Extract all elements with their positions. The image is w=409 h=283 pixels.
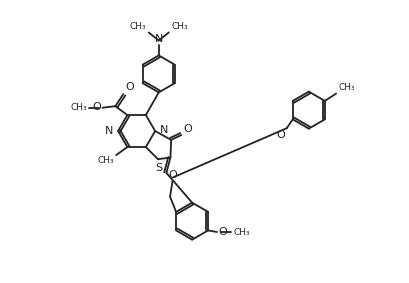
Text: O: O bbox=[92, 102, 101, 112]
Text: O: O bbox=[218, 227, 227, 237]
Text: O: O bbox=[276, 130, 284, 140]
Text: CH₃: CH₃ bbox=[129, 22, 146, 31]
Text: CH₃: CH₃ bbox=[233, 228, 249, 237]
Text: S: S bbox=[155, 163, 162, 173]
Text: N: N bbox=[159, 125, 168, 135]
Text: O: O bbox=[168, 170, 177, 180]
Text: CH₃: CH₃ bbox=[171, 22, 188, 31]
Text: CH₃: CH₃ bbox=[97, 156, 114, 165]
Text: N: N bbox=[104, 126, 112, 136]
Text: CH₃: CH₃ bbox=[70, 103, 87, 112]
Text: CH₃: CH₃ bbox=[337, 83, 354, 93]
Text: O: O bbox=[126, 82, 134, 92]
Text: N: N bbox=[154, 34, 162, 44]
Text: O: O bbox=[183, 124, 191, 134]
